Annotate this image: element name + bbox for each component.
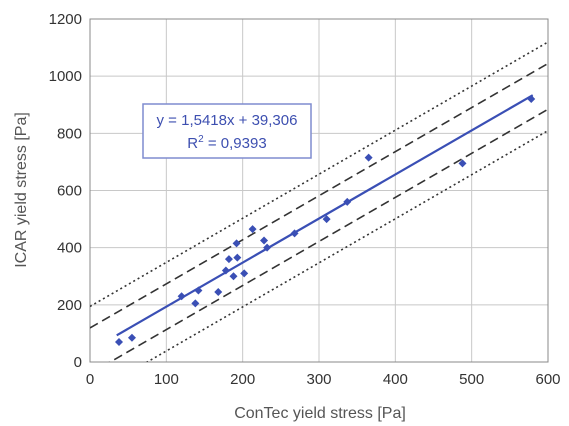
confidence-band-line <box>108 108 548 362</box>
plot-area-border <box>89 18 549 363</box>
data-point <box>194 286 203 295</box>
equation-box: y = 1,5418x + 39,306 R2 = 0,9393 <box>142 103 312 159</box>
data-point <box>260 236 269 245</box>
confidence-band-line <box>90 62 548 329</box>
y-axis-label: ICAR yield stress [Pa] <box>13 112 30 268</box>
data-point <box>290 229 299 238</box>
regression-line-group <box>116 94 534 337</box>
x-tick-label: 0 <box>86 371 94 388</box>
data-point <box>263 243 272 252</box>
data-point <box>343 197 352 206</box>
x-tick-label: 500 <box>459 371 484 388</box>
data-point <box>177 292 186 301</box>
data-points <box>115 95 536 346</box>
x-tick-label: 100 <box>154 371 179 388</box>
data-point <box>240 269 249 278</box>
x-tick-label: 300 <box>306 371 331 388</box>
data-point <box>248 225 257 234</box>
data-point <box>127 333 136 342</box>
y-tick-label: 800 <box>57 125 82 142</box>
data-point <box>214 287 223 296</box>
data-point <box>224 255 233 264</box>
data-point <box>115 337 124 346</box>
equation-box-border <box>142 103 312 159</box>
data-point <box>232 239 241 248</box>
x-tick-label: 400 <box>383 371 408 388</box>
r-squared-suffix: = 0,9393 <box>204 135 267 152</box>
y-tick-label: 1000 <box>49 68 82 85</box>
x-axis-label: ConTec yield stress [Pa] <box>234 405 406 422</box>
y-tick-label: 400 <box>57 240 82 257</box>
data-point <box>233 253 242 262</box>
y-tick-label: 0 <box>74 354 82 371</box>
regression-equation: y = 1,5418x + 39,306 <box>157 112 298 129</box>
r-squared-superscript: 2 <box>198 134 204 145</box>
y-tick-label: 200 <box>57 297 82 314</box>
band-lines <box>90 41 548 362</box>
prediction-band-line <box>90 41 548 308</box>
data-point <box>221 266 230 275</box>
y-tick-labels: 0 200 400 600 800 1000 1200 <box>49 11 82 371</box>
plot-frame <box>89 18 549 363</box>
prediction-band-line <box>145 129 548 362</box>
regression-line <box>116 94 534 337</box>
data-point <box>229 272 238 281</box>
data-point <box>364 153 373 162</box>
y-tick-label: 600 <box>57 183 82 200</box>
data-point <box>527 95 536 104</box>
y-tick-label: 1200 <box>49 11 82 28</box>
x-tick-labels: 0 100 200 300 400 500 600 <box>86 371 561 388</box>
r-squared-prefix: R <box>187 135 198 152</box>
data-point <box>458 159 467 168</box>
data-point <box>322 215 331 224</box>
data-point <box>191 299 200 308</box>
x-tick-label: 200 <box>230 371 255 388</box>
x-tick-label: 600 <box>535 371 560 388</box>
r-squared-value: R2 = 0,9393 <box>187 134 266 152</box>
